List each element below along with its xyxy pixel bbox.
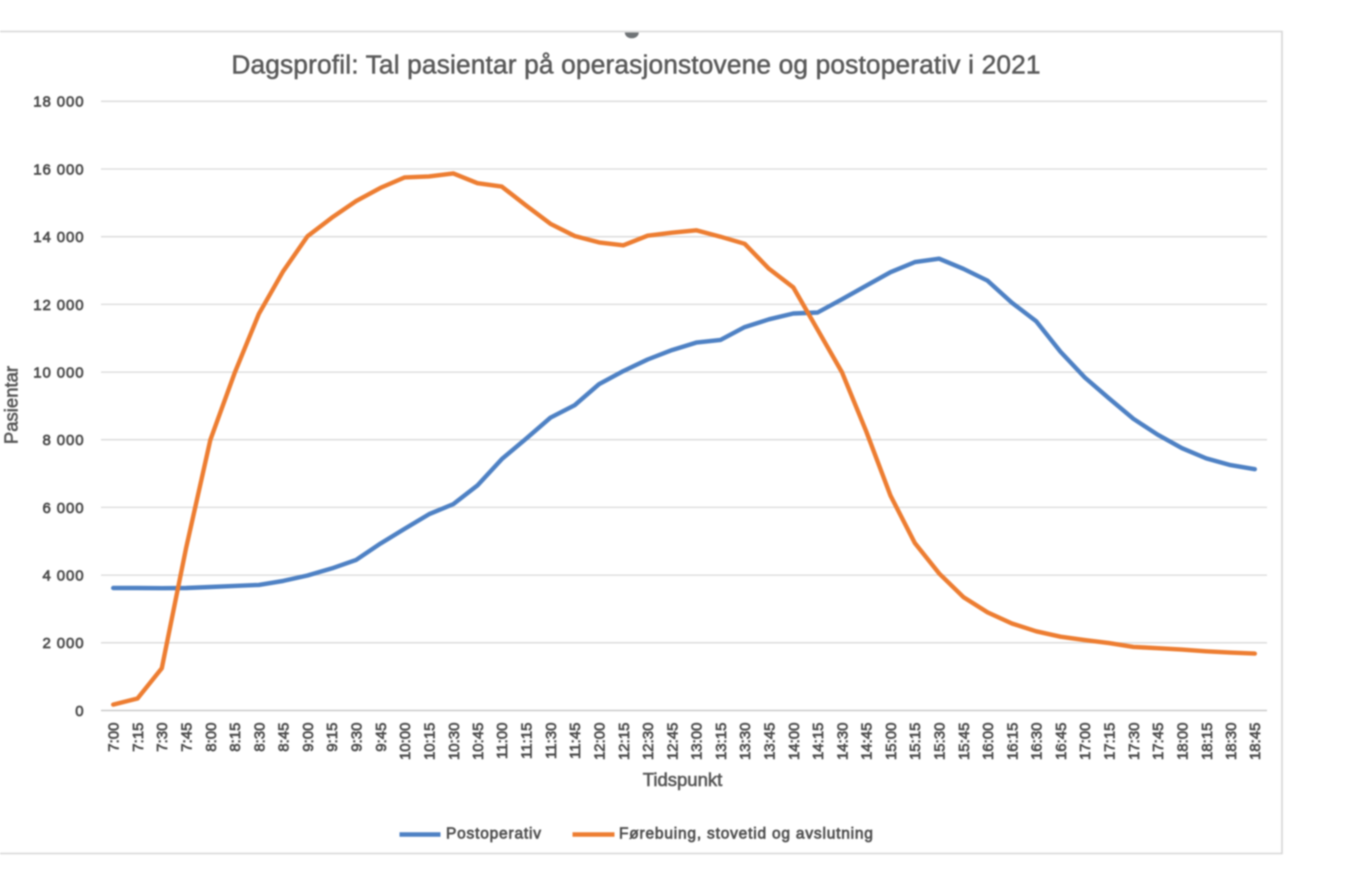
svg-text:7:15: 7:15 (130, 723, 147, 752)
svg-text:16:00: 16:00 (980, 723, 997, 761)
svg-text:14:30: 14:30 (834, 723, 851, 761)
svg-text:11:45: 11:45 (567, 723, 584, 759)
svg-text:9:45: 9:45 (373, 723, 390, 752)
svg-text:18:15: 18:15 (1199, 723, 1216, 761)
svg-text:9:15: 9:15 (324, 723, 341, 752)
svg-text:12 000: 12 000 (33, 297, 84, 314)
svg-text:13:15: 13:15 (713, 723, 730, 761)
svg-text:17:15: 17:15 (1102, 723, 1119, 761)
svg-text:4 000: 4 000 (42, 568, 84, 585)
svg-text:2 000: 2 000 (42, 635, 84, 652)
svg-text:10:45: 10:45 (470, 723, 487, 761)
svg-text:12:00: 12:00 (592, 723, 609, 761)
svg-text:7:00: 7:00 (106, 723, 123, 752)
svg-text:Tidspunkt: Tidspunkt (643, 769, 723, 790)
svg-text:7:45: 7:45 (179, 723, 196, 752)
svg-text:15:15: 15:15 (907, 723, 924, 761)
svg-text:16:45: 16:45 (1053, 723, 1070, 761)
svg-text:13:30: 13:30 (737, 723, 754, 761)
svg-text:12:45: 12:45 (664, 723, 681, 761)
svg-text:7:30: 7:30 (154, 723, 171, 752)
svg-text:13:45: 13:45 (762, 723, 779, 761)
svg-text:16:15: 16:15 (1004, 723, 1021, 761)
svg-text:16:30: 16:30 (1029, 723, 1046, 761)
svg-text:6 000: 6 000 (42, 500, 84, 517)
svg-text:8:45: 8:45 (276, 723, 293, 752)
svg-text:8 000: 8 000 (42, 432, 84, 449)
svg-text:11:30: 11:30 (543, 723, 560, 759)
svg-text:17:45: 17:45 (1150, 723, 1167, 761)
svg-text:9:30: 9:30 (349, 723, 366, 752)
svg-text:18:30: 18:30 (1223, 723, 1240, 761)
svg-text:Pasientar: Pasientar (1, 366, 22, 444)
svg-text:14:15: 14:15 (810, 723, 827, 761)
svg-text:13:00: 13:00 (689, 723, 706, 761)
svg-text:11:15: 11:15 (519, 723, 536, 759)
svg-text:14 000: 14 000 (33, 229, 84, 246)
svg-text:11:00: 11:00 (494, 723, 511, 759)
svg-text:0: 0 (75, 703, 84, 720)
svg-text:Postoperativ: Postoperativ (446, 826, 542, 843)
svg-text:14:45: 14:45 (859, 723, 876, 761)
svg-text:16 000: 16 000 (33, 161, 84, 178)
svg-text:Dagsprofil: Tal pasientar på o: Dagsprofil: Tal pasientar på operasjonst… (231, 50, 1040, 80)
svg-text:12:15: 12:15 (616, 723, 633, 761)
svg-text:10 000: 10 000 (33, 365, 84, 382)
svg-text:18 000: 18 000 (33, 94, 84, 111)
svg-text:15:45: 15:45 (956, 723, 973, 761)
svg-text:8:00: 8:00 (203, 723, 220, 752)
svg-text:9:00: 9:00 (300, 723, 317, 752)
svg-text:14:00: 14:00 (786, 723, 803, 761)
svg-text:15:00: 15:00 (883, 723, 900, 761)
svg-text:15:30: 15:30 (932, 723, 949, 761)
svg-text:10:30: 10:30 (446, 723, 463, 761)
svg-text:17:00: 17:00 (1077, 723, 1094, 761)
svg-text:12:30: 12:30 (640, 723, 657, 761)
svg-text:8:15: 8:15 (227, 723, 244, 752)
svg-text:10:00: 10:00 (397, 723, 414, 761)
svg-text:18:45: 18:45 (1247, 723, 1264, 761)
svg-text:10:15: 10:15 (421, 723, 438, 761)
svg-text:Førebuing, stovetid og avslutn: Førebuing, stovetid og avslutning (619, 826, 874, 843)
svg-text:17:30: 17:30 (1126, 723, 1143, 761)
svg-text:18:00: 18:00 (1175, 723, 1192, 761)
svg-text:8:30: 8:30 (251, 723, 268, 752)
